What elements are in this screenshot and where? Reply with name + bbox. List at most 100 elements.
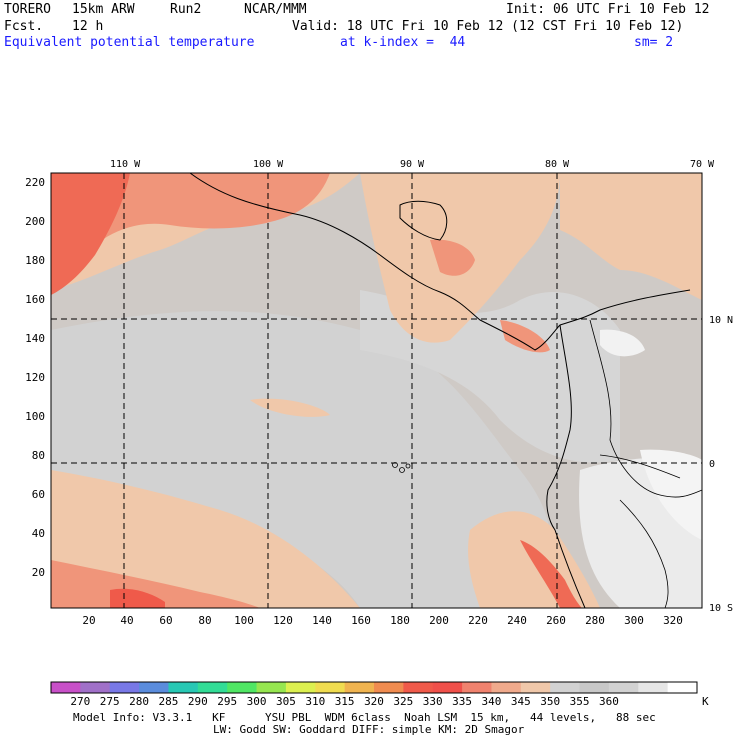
- colorbar-swatch: [374, 682, 404, 693]
- colorbar: [51, 682, 698, 693]
- colorbar-swatch: [51, 682, 81, 693]
- lat-label: 0: [709, 459, 715, 470]
- colorbar-swatch: [462, 682, 492, 693]
- colorbar-label: 355: [570, 695, 590, 708]
- y-tick: 60: [32, 488, 45, 501]
- colorbar-swatch: [491, 682, 522, 693]
- x-tick: 60: [159, 614, 172, 627]
- field-red-nw: [51, 173, 130, 295]
- x-tick: 220: [468, 614, 488, 627]
- colorbar-unit: K: [702, 695, 709, 708]
- colorbar-label: 320: [364, 695, 384, 708]
- y-tick: 80: [32, 449, 45, 462]
- colorbar-label: 315: [335, 695, 355, 708]
- colorbar-swatch: [520, 682, 551, 693]
- coastline-central-america: [189, 173, 691, 351]
- y-tick: 220: [25, 176, 45, 189]
- level-info: at k-index = 44: [340, 35, 466, 50]
- field-peach-ne: [560, 173, 702, 300]
- x-tick: 80: [198, 614, 211, 627]
- colorbar-label: 350: [540, 695, 560, 708]
- colorbar-label: 295: [217, 695, 237, 708]
- field-peach-south: [51, 470, 360, 608]
- x-tick: 120: [273, 614, 293, 627]
- colorbar-swatch: [227, 682, 258, 693]
- colorbar-label: 285: [159, 695, 179, 708]
- y-tick: 40: [32, 527, 45, 540]
- forecast-label: Fcst.: [4, 19, 44, 34]
- model-physics: LW: Godd SW: Goddard DIFF: simple KM: 2D…: [213, 723, 525, 736]
- colorbar-swatch: [285, 682, 316, 693]
- lat-label: 10 S: [709, 603, 733, 614]
- y-axis: 220 200 180 160 140 120 100 80 60 40 20: [25, 176, 45, 579]
- colorbar-swatch: [197, 682, 228, 693]
- field-salmon-south: [51, 560, 260, 608]
- colorbar-label: 305: [276, 695, 296, 708]
- colorbar-label: 310: [305, 695, 325, 708]
- x-tick: 200: [429, 614, 449, 627]
- lon-label: 90 W: [400, 159, 425, 170]
- colorbar-swatch: [256, 682, 287, 693]
- y-tick: 20: [32, 566, 45, 579]
- y-tick: 100: [25, 410, 45, 423]
- field-white-patch: [640, 449, 702, 540]
- galapagos-island: [405, 463, 411, 469]
- lat-label: 10 N: [709, 315, 733, 326]
- model-info: Model Info: V3.3.1 KF YSU PBL WDM 6class…: [73, 711, 656, 724]
- colorbar-label: 360: [599, 695, 619, 708]
- colorbar-swatch: [403, 682, 434, 693]
- colorbar-label: 270: [70, 695, 90, 708]
- x-tick: 160: [351, 614, 371, 627]
- model-resolution: 15km ARW: [72, 2, 135, 17]
- x-tick: 280: [585, 614, 605, 627]
- colorbar-swatch: [344, 682, 375, 693]
- galapagos-island: [399, 467, 405, 473]
- lon-label: 110 W: [110, 159, 141, 170]
- field-name: Equivalent potential temperature: [4, 35, 255, 50]
- field-gray-band: [51, 311, 550, 608]
- border-peru: [619, 499, 669, 608]
- colorbar-swatch: [667, 682, 698, 693]
- x-tick: 300: [624, 614, 644, 627]
- field-light-north: [600, 329, 645, 357]
- colorbar-swatch: [139, 682, 169, 693]
- map-frame: [50, 172, 703, 609]
- colorbar-swatch: [550, 682, 581, 693]
- colorbar-label: 345: [511, 695, 531, 708]
- colorbar-label: 325: [393, 695, 413, 708]
- border-south-america: [589, 319, 702, 498]
- colorbar-swatch: [638, 682, 669, 693]
- y-tick: 160: [25, 293, 45, 306]
- lon-label: 100 W: [253, 159, 284, 170]
- x-tick: 140: [312, 614, 332, 627]
- colorbar-labels: 270 275 280 285 290 295 300 305 310 315 320 325 330 3…: [70, 695, 618, 708]
- smoothing-info: sm= 2: [634, 35, 674, 50]
- x-tick: 320: [663, 614, 683, 627]
- colorbar-swatch: [432, 682, 463, 693]
- forecast-hour: 12 h: [72, 19, 104, 34]
- colorbar-label: 275: [100, 695, 120, 708]
- lon-label: 80 W: [545, 159, 570, 170]
- model-org: NCAR/MMM: [244, 2, 307, 17]
- field-red-coast: [520, 540, 582, 608]
- y-tick: 180: [25, 254, 45, 267]
- x-tick: 180: [390, 614, 410, 627]
- colorbar-swatch: [168, 682, 199, 693]
- colorbar-swatch: [579, 682, 610, 693]
- coastline-yucatan: [399, 200, 448, 241]
- model-name: TORERO: [4, 2, 51, 17]
- field-peach-patch: [250, 398, 330, 417]
- model-run: Run2: [170, 2, 202, 17]
- init-time: Init: 06 UTC Fri 10 Feb 12: [506, 2, 710, 17]
- valid-time: Valid: 18 UTC Fri 10 Feb 12 (12 CST Fri …: [292, 19, 684, 34]
- x-axis: 20 40 60 80 100 120 140 160 180 200 220 …: [82, 614, 683, 627]
- y-tick: 140: [25, 332, 45, 345]
- colorbar-swatch: [608, 682, 639, 693]
- colorbar-swatch: [109, 682, 140, 693]
- colorbar-label: 280: [129, 695, 149, 708]
- colorbar-label: 330: [423, 695, 443, 708]
- field-salmon-central: [430, 239, 475, 276]
- border-ecuador: [599, 454, 681, 479]
- x-tick: 240: [507, 614, 527, 627]
